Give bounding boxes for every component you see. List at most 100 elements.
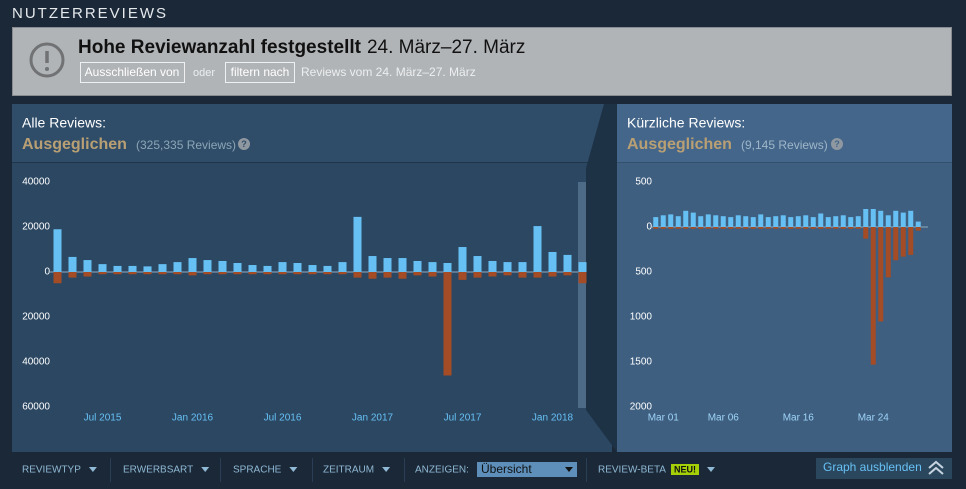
bar [758, 214, 764, 227]
y-tick-label: 2000 [630, 402, 653, 413]
dropdown-arrow[interactable] [201, 467, 210, 472]
notice-dates: 24. März–27. März [367, 37, 525, 58]
x-tick-label: Jan 2017 [352, 413, 394, 424]
bar [690, 227, 696, 229]
bar [83, 272, 92, 277]
exclude-button-label[interactable]: Ausschließen von [85, 65, 180, 79]
x-tick-label: Mar 24 [858, 413, 890, 424]
bar [683, 210, 689, 227]
display-label: ANZEIGEN: [415, 465, 469, 476]
bar [473, 256, 482, 272]
bar [743, 227, 749, 229]
bar [248, 265, 257, 272]
bar [488, 260, 497, 272]
dropdown-arrow[interactable] [382, 467, 391, 472]
range-handle[interactable] [578, 182, 586, 408]
bar [488, 272, 497, 277]
all-reviews-header [12, 104, 612, 162]
bar [278, 262, 287, 272]
bar [848, 227, 854, 229]
bar [173, 262, 182, 272]
dropdown-arrow[interactable] [289, 467, 298, 472]
bar [158, 264, 167, 272]
or-label: oder [193, 67, 215, 79]
bar [803, 215, 809, 227]
filter-button[interactable] [225, 62, 295, 83]
bar [863, 209, 869, 227]
bar [780, 215, 786, 227]
toggle-graph-label[interactable]: Graph ausblenden [823, 460, 922, 474]
dropdown-arrow[interactable] [88, 467, 97, 472]
filter-dropdown[interactable]: ZEITRAUM [323, 465, 374, 476]
help-icon-label[interactable]: ? [241, 139, 247, 149]
bar [398, 258, 407, 272]
chevron[interactable] [928, 466, 944, 475]
filter-dropdown[interactable]: REVIEWTYP [22, 465, 81, 476]
y-tick-label: 1000 [630, 312, 653, 323]
bar [810, 217, 816, 227]
x-tick-label: Jul 2017 [444, 413, 482, 424]
bar [653, 217, 659, 227]
warning-icon-dot [45, 67, 49, 71]
bar [263, 265, 272, 272]
bar [690, 212, 696, 227]
bar [870, 227, 876, 365]
select-arrow[interactable] [565, 467, 573, 472]
bar [698, 227, 704, 229]
bar [68, 256, 77, 272]
bar [83, 260, 92, 272]
bar [98, 264, 107, 272]
help-icon[interactable] [238, 138, 250, 150]
bar [458, 247, 467, 272]
bar [308, 272, 317, 275]
bar [855, 227, 861, 229]
bar [563, 254, 572, 272]
bar [908, 210, 914, 227]
display-select[interactable] [477, 462, 577, 477]
bar [188, 258, 197, 272]
bar [308, 265, 317, 272]
bar [833, 216, 839, 227]
bar [218, 272, 227, 275]
bar [653, 227, 659, 229]
dropdown-arrow[interactable] [707, 467, 715, 472]
bar [683, 227, 689, 229]
bar [323, 272, 332, 275]
bar [233, 263, 242, 272]
bar [915, 221, 921, 227]
help-icon-label[interactable]: ? [834, 139, 840, 149]
bar [578, 262, 587, 272]
bar [713, 215, 719, 227]
help-icon[interactable] [831, 138, 843, 150]
bar [368, 256, 377, 272]
filter-dropdown[interactable]: ERWERBSART [123, 465, 193, 476]
x-tick-label: Jan 2016 [172, 413, 214, 424]
toggle-graph-button[interactable] [816, 458, 952, 479]
bar [428, 272, 437, 277]
bar [398, 272, 407, 279]
x-tick-label: Mar 16 [783, 413, 815, 424]
bar [158, 272, 167, 275]
exclude-button[interactable] [80, 62, 185, 83]
bar [758, 227, 764, 229]
bar [458, 272, 467, 280]
rating: Ausgeglichen [22, 136, 127, 153]
bar [795, 216, 801, 227]
bar [728, 217, 734, 227]
bar [533, 226, 542, 272]
beta-label[interactable]: REVIEW-BETA [598, 465, 666, 476]
bar [660, 215, 666, 227]
bar [338, 262, 347, 272]
bar [878, 210, 884, 227]
chevron[interactable] [928, 460, 944, 469]
display-value[interactable]: Übersicht [481, 462, 532, 476]
filter-bar: ANZEIGEN: Übersicht REVIEW-BETA NEU! Gra… [22, 458, 952, 482]
bar [705, 227, 711, 229]
x-tick-label: Mar 06 [708, 413, 740, 424]
bar [908, 227, 914, 255]
bar [863, 227, 869, 239]
filter-button-label[interactable]: filtern nach [231, 65, 290, 79]
bar [833, 227, 839, 229]
x-tick-label: Mar 01 [648, 413, 680, 424]
filter-dropdown[interactable]: SPRACHE [233, 465, 282, 476]
